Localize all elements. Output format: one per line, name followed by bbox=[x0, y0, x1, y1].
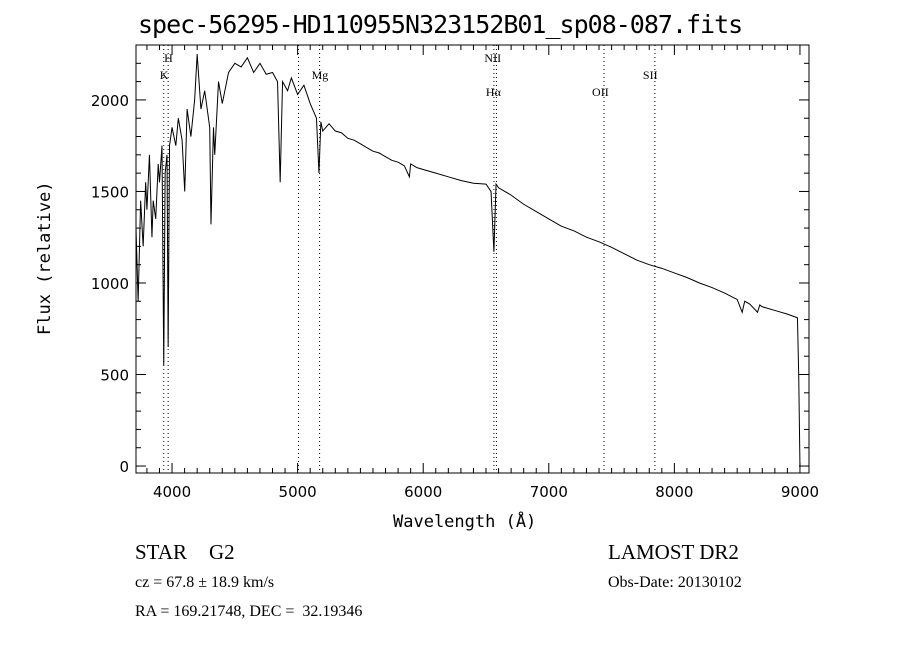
chart-title: spec-56295-HD110955N323152B01_sp08-087.f… bbox=[138, 10, 743, 39]
y-tick-label: 500 bbox=[100, 367, 129, 385]
x-tick-label: 5000 bbox=[279, 483, 317, 501]
line-marker-label: H bbox=[164, 51, 173, 65]
x-tick-label: 4000 bbox=[153, 483, 191, 501]
y-axis-label: Flux (relative) bbox=[35, 181, 55, 335]
line-marker-label: NII bbox=[484, 51, 501, 65]
x-tick-label: 6000 bbox=[404, 483, 442, 501]
object-class: STAR bbox=[135, 540, 187, 564]
spectrum-line bbox=[135, 54, 801, 467]
line-marker-label: OII bbox=[592, 85, 609, 99]
line-marker-label: K bbox=[160, 68, 169, 82]
x-tick-label: 9000 bbox=[781, 483, 819, 501]
redshift-info: cz = 67.8 ± 18.9 km/s bbox=[135, 574, 275, 591]
x-tick-label: 8000 bbox=[655, 483, 693, 501]
coordinates: RA = 169.21748, DEC = 32.19346 bbox=[135, 603, 363, 620]
y-tick-label: 1500 bbox=[91, 183, 129, 201]
y-tick-label: 2000 bbox=[91, 92, 129, 110]
object-subclass: G2 bbox=[209, 540, 235, 564]
x-axis-label: Wavelength (Å) bbox=[393, 512, 537, 532]
line-marker-label: Mg bbox=[312, 68, 329, 82]
obs-date: Obs-Date: 20130102 bbox=[608, 574, 742, 591]
y-tick-label: 1000 bbox=[91, 275, 129, 293]
y-tick-label: 0 bbox=[119, 458, 129, 476]
x-tick-label: 7000 bbox=[530, 483, 568, 501]
survey-name: LAMOST DR2 bbox=[608, 540, 739, 564]
line-marker-label: SII bbox=[643, 68, 658, 82]
line-marker-label: Hα bbox=[486, 85, 502, 99]
plot-frame bbox=[135, 44, 810, 474]
